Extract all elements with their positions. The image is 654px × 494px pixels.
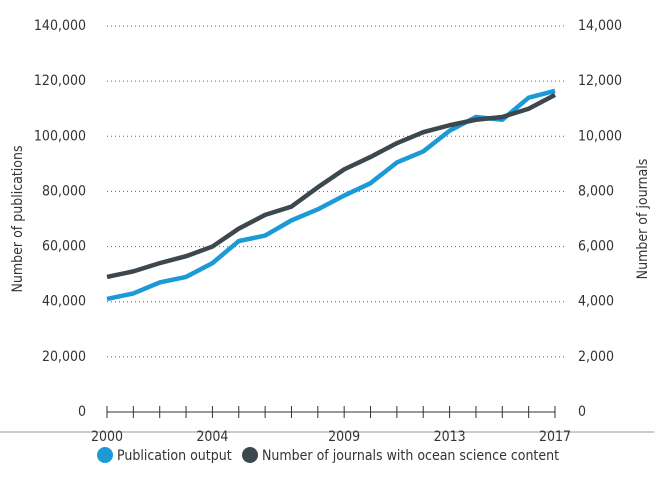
- x-tick-label: 2000: [91, 429, 123, 445]
- y-tick-label: 20,000: [42, 349, 86, 365]
- y-tick-label: 80,000: [42, 183, 86, 199]
- y2-tick-label: 14,000: [578, 18, 622, 34]
- x-tick-label: 2009: [328, 429, 360, 445]
- y2-tick-label: 4,000: [578, 294, 614, 310]
- x-tick-label: 2013: [434, 429, 466, 445]
- y2-tick-label: 0: [578, 404, 586, 420]
- y-tick-label: 100,000: [34, 128, 86, 144]
- legend-label: Number of journals with ocean science co…: [262, 448, 559, 464]
- y2-tick-label: 10,000: [578, 128, 622, 144]
- y-tick-label: 0: [78, 404, 86, 420]
- y2-tick-label: 12,000: [578, 73, 622, 89]
- x-tick-label: 2017: [539, 429, 571, 445]
- y-tick-label: 40,000: [42, 294, 86, 310]
- y2-tick-label: 8,000: [578, 183, 614, 199]
- y2-axis-label: Number of journals: [635, 159, 651, 280]
- y-tick-label: 60,000: [42, 239, 86, 255]
- series-line: [106, 88, 556, 302]
- legend-swatch: [97, 447, 113, 463]
- y2-tick-label: 2,000: [578, 349, 614, 365]
- y2-tick-label: 6,000: [578, 239, 614, 255]
- legend-label: Publication output: [117, 448, 232, 464]
- y-tick-label: 140,000: [34, 18, 86, 34]
- legend-swatch: [242, 447, 258, 463]
- y-axis-label: Number of publications: [10, 145, 26, 292]
- x-tick-label: 2004: [196, 429, 228, 445]
- series-line: [106, 92, 557, 280]
- y-tick-label: 120,000: [34, 73, 86, 89]
